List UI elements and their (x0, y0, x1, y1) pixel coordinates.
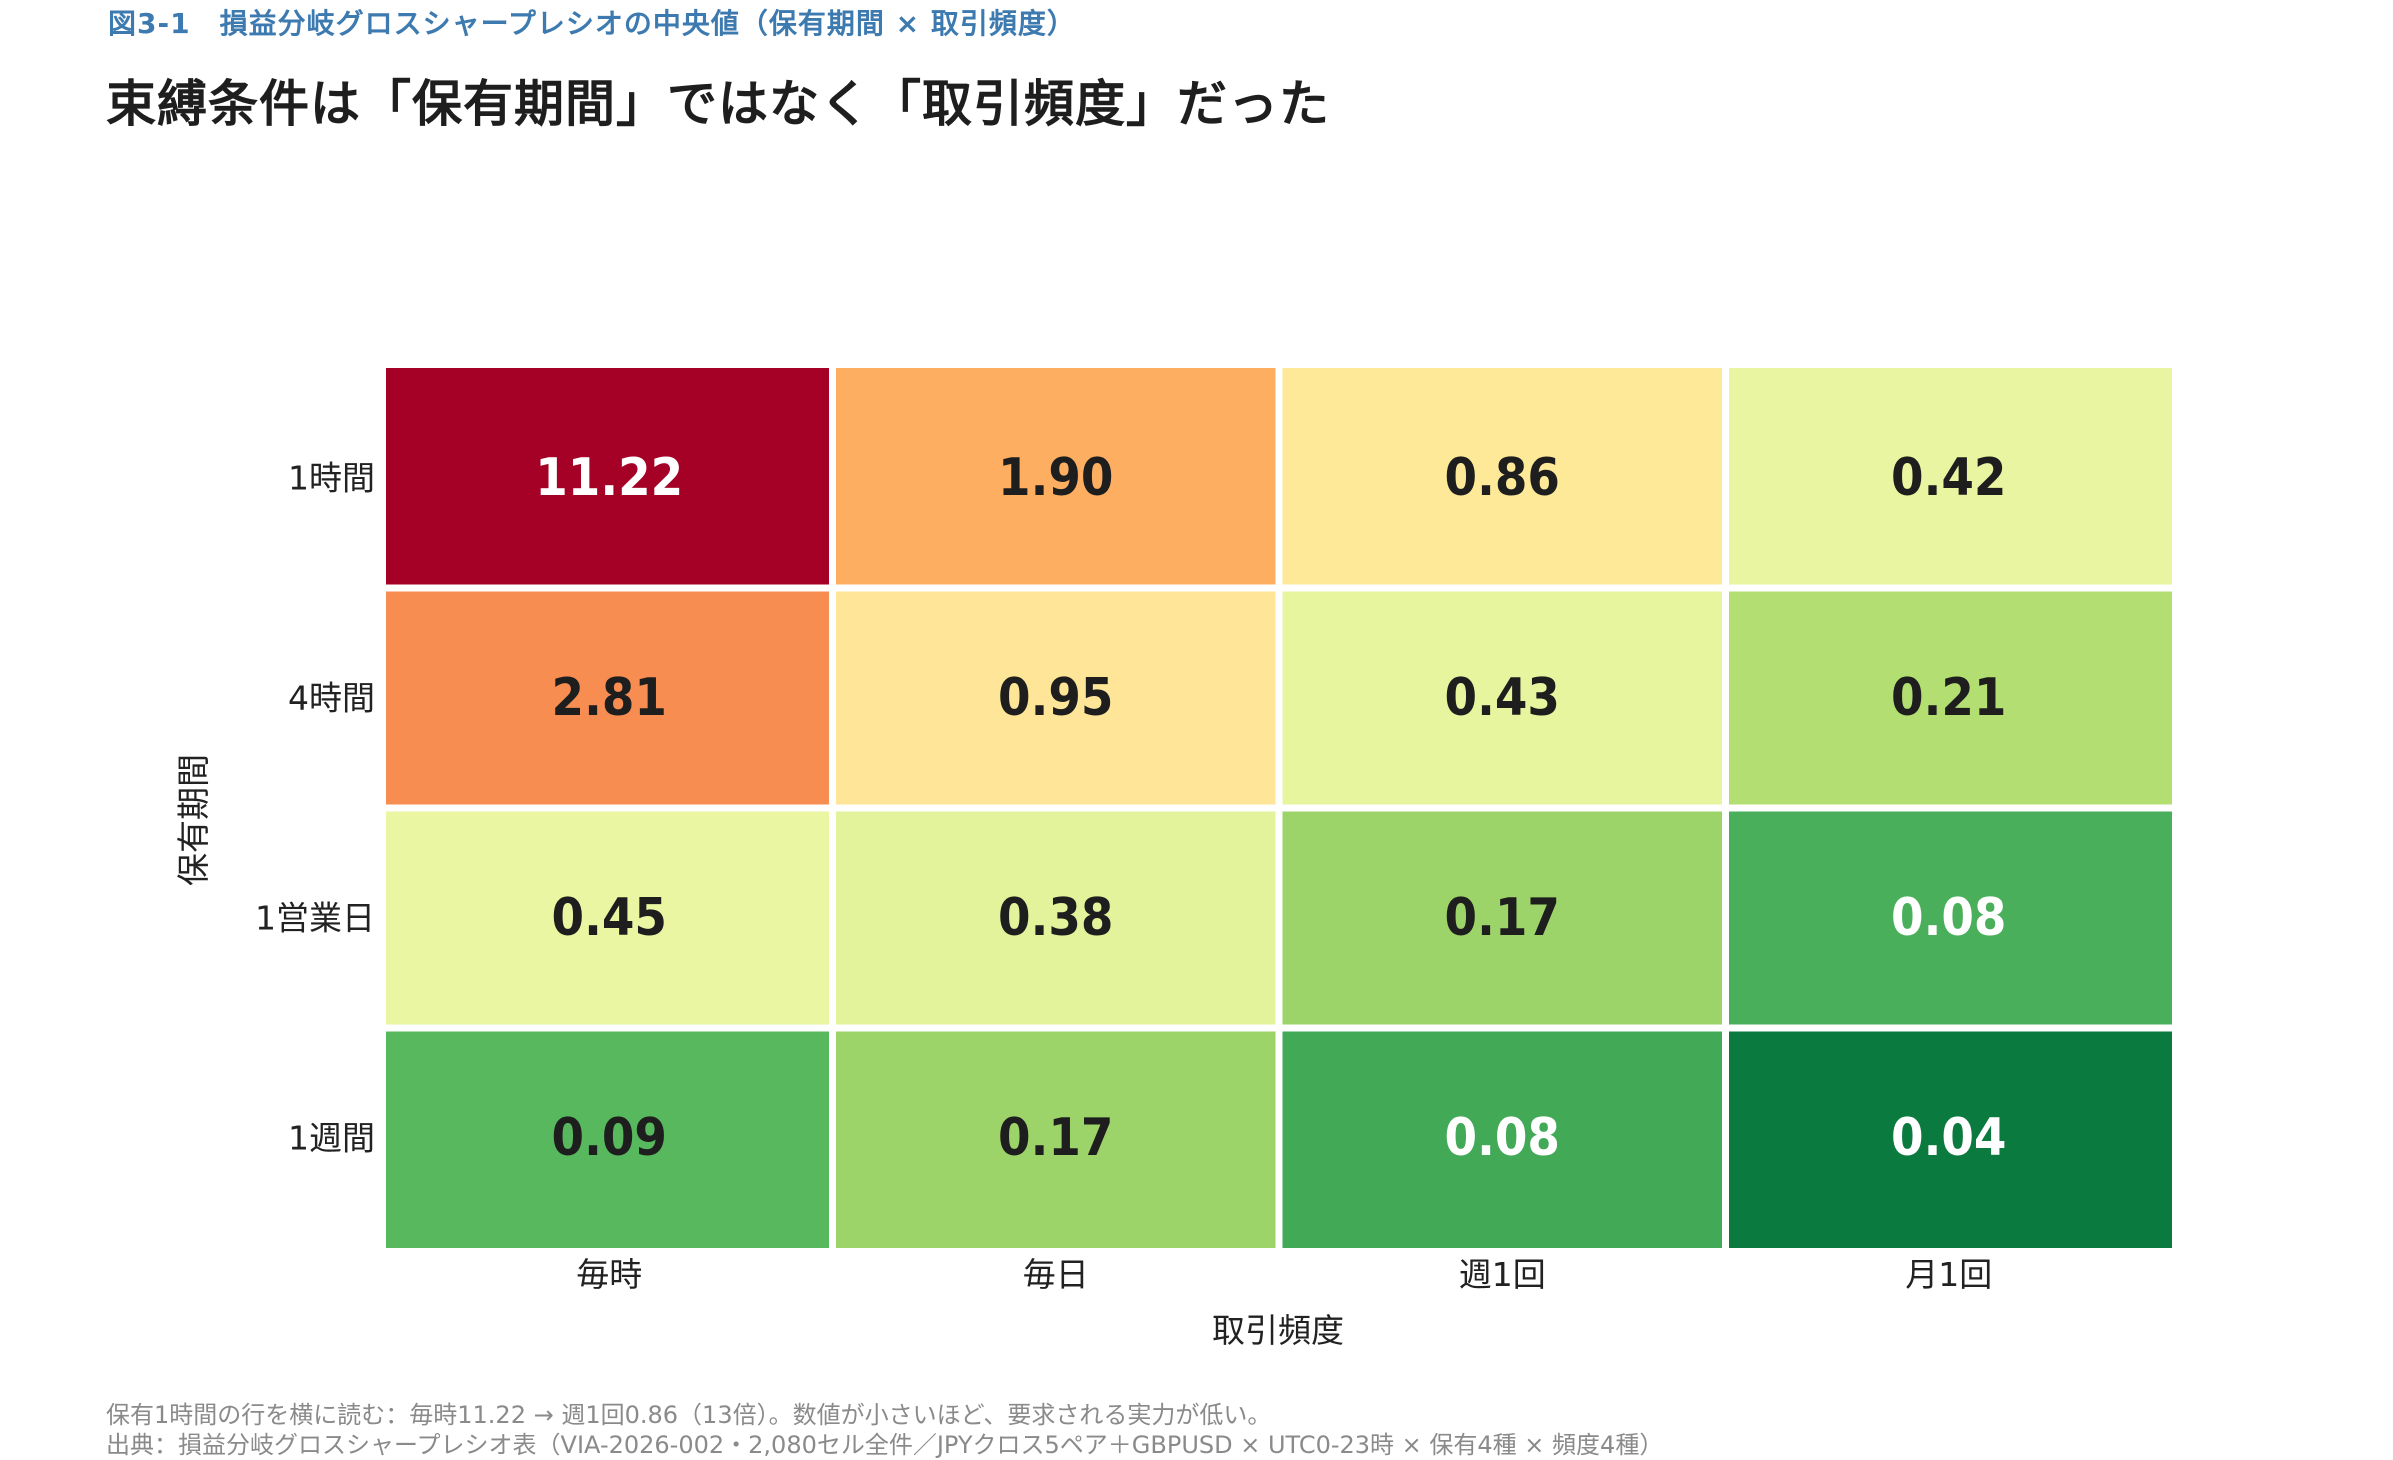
heatmap-cell (386, 1031, 829, 1248)
x-tick-label: 週1回 (1459, 1255, 1546, 1294)
y-tick-label: 1時間 (288, 459, 375, 498)
heatmap-cell (1729, 811, 2172, 1025)
heatmap-cell-value: 2.81 (552, 668, 667, 728)
heatmap-cell (386, 368, 829, 585)
y-tick-label: 1週間 (288, 1119, 375, 1158)
heatmap-cell-value: 1.90 (998, 448, 1113, 508)
heatmap-cell-value: 0.95 (998, 668, 1113, 728)
y-axis-label: 保有期間 (174, 754, 213, 886)
heatmap-cells (386, 368, 2172, 1248)
heatmap-cell-value: 0.08 (1445, 1108, 1560, 1168)
heatmap-cell (386, 811, 829, 1025)
footnote-reading: 保有1時間の行を横に読む：毎時11.22 → 週1回0.86（13倍）。数値が小… (106, 1401, 1272, 1429)
chart-headline: 束縛条件は「保有期間」ではなく「取引頻度」だった (106, 75, 1330, 133)
heatmap-cell (1729, 1031, 2172, 1248)
heatmap-cell-value: 0.21 (1891, 668, 2006, 728)
heatmap-cell (1282, 368, 1722, 585)
heatmap-cell-value: 0.42 (1891, 448, 2006, 508)
heatmap-cell (1729, 368, 2172, 585)
y-tick-labels: 1時間 4時間 1営業日 1週間 (255, 459, 375, 1158)
heatmap-cell-value: 0.04 (1891, 1108, 2006, 1168)
y-tick-label: 1営業日 (255, 899, 375, 938)
x-axis-label: 取引頻度 (1212, 1311, 1344, 1350)
x-tick-label: 月1回 (1905, 1255, 1992, 1294)
footnote-source: 出典：損益分岐グロスシャープレシオ表（VIA-2026-002・2,080セル全… (106, 1431, 1664, 1459)
x-tick-labels: 毎時 毎日 週1回 月1回 (576, 1255, 1992, 1294)
heatmap-cell (836, 591, 1276, 805)
heatmap-cell-value: 0.86 (1445, 448, 1560, 508)
heatmap-cell-value: 0.45 (552, 888, 667, 948)
x-tick-label: 毎日 (1023, 1255, 1089, 1294)
heatmap-cell (1729, 591, 2172, 805)
heatmap-cell (1282, 591, 1722, 805)
heatmap-cell (836, 1031, 1276, 1248)
heatmap-cell (836, 368, 1276, 585)
heatmap-cell-value: 0.43 (1445, 668, 1560, 728)
y-tick-label: 4時間 (288, 679, 375, 718)
figure-label: 図3-1 損益分岐グロスシャープレシオの中央値（保有期間 × 取引頻度） (108, 7, 1076, 40)
heatmap-cell-value: 0.09 (552, 1108, 667, 1168)
heatmap-cell (386, 591, 829, 805)
heatmap-cell-value: 0.17 (1445, 888, 1560, 948)
heatmap-cell-value: 0.17 (998, 1108, 1113, 1168)
heatmap-cell (1282, 1031, 1722, 1248)
heatmap-cell-value: 0.08 (1891, 888, 2006, 948)
heatmap-cell-value: 0.38 (998, 888, 1113, 948)
heatmap-cell-value: 11.22 (535, 448, 683, 508)
heatmap-cell-labels: 11.22 1.90 0.86 0.42 2.81 0.95 0.43 0.21 0.45 0.3… (535, 448, 2006, 1168)
x-tick-label: 毎時 (576, 1255, 642, 1294)
heatmap-cell (1282, 811, 1722, 1025)
heatmap-cell (836, 811, 1276, 1025)
